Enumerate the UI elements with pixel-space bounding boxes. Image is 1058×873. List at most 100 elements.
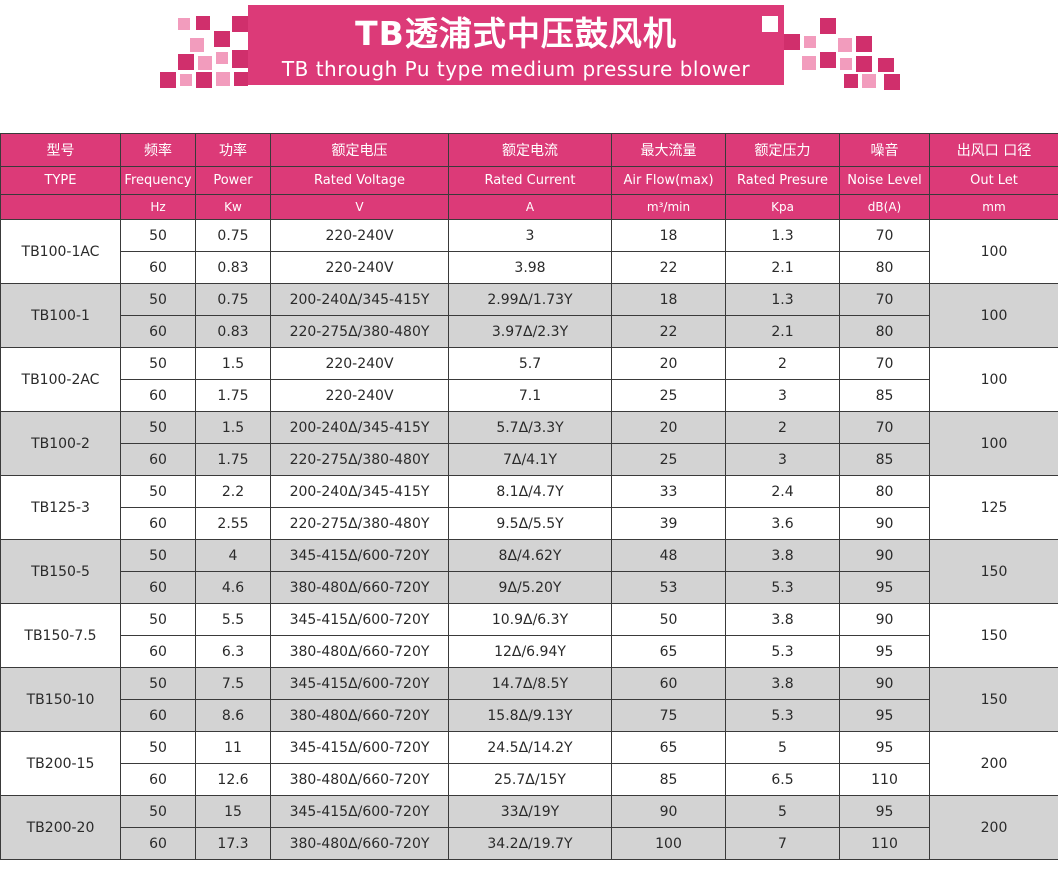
noise-cell: 70 <box>839 411 930 444</box>
frequency-cell: 50 <box>120 603 196 636</box>
decor-square <box>234 72 248 86</box>
pressure-cell: 3.6 <box>725 507 840 540</box>
power-cell: 4.6 <box>195 571 271 604</box>
frequency-cell: 50 <box>120 667 196 700</box>
outlet-cell: 100 <box>929 411 1058 476</box>
power-cell: 4 <box>195 539 271 572</box>
header-cell-unit: V <box>270 194 449 220</box>
pressure-cell: 3.8 <box>725 603 840 636</box>
noise-cell: 110 <box>839 827 930 860</box>
model-cell: TB150-10 <box>0 667 121 732</box>
airflow-cell: 75 <box>611 699 726 732</box>
voltage-cell: 200-240Δ/345-415Y <box>270 475 449 508</box>
table-row: TB200-20 50 15 345-415Δ/600-720Y 33Δ/19Y 90 5 9… <box>0 795 1058 860</box>
outlet-cell: 150 <box>929 667 1058 732</box>
current-cell: 10.9Δ/6.3Y <box>448 603 612 636</box>
power-cell: 1.5 <box>195 347 271 380</box>
airflow-cell: 25 <box>611 443 726 476</box>
decor-square <box>196 72 212 88</box>
pressure-cell: 2.1 <box>725 251 840 284</box>
pressure-cell: 2.4 <box>725 475 840 508</box>
model-cell: TB150-5 <box>0 539 121 604</box>
current-cell: 33Δ/19Y <box>448 795 612 828</box>
power-cell: 2.55 <box>195 507 271 540</box>
header-cell-chinese: 最大流量 <box>611 133 726 167</box>
voltage-cell: 380-480Δ/660-720Y <box>270 827 449 860</box>
pressure-cell: 5.3 <box>725 571 840 604</box>
noise-cell: 70 <box>839 283 930 316</box>
decor-square <box>762 16 778 32</box>
power-cell: 8.6 <box>195 699 271 732</box>
voltage-cell: 220-275Δ/380-480Y <box>270 507 449 540</box>
table-row: TB100-2AC 50 1.5 220-240V 5.7 20 2 70 100 <box>0 347 1058 412</box>
table-row: 60 1.75 220-275Δ/380-480Y 7Δ/4.1Y 25 3 85 <box>1 443 1058 476</box>
decor-square <box>840 58 852 70</box>
voltage-cell: 220-240V <box>270 347 449 380</box>
voltage-cell: 220-275Δ/380-480Y <box>270 443 449 476</box>
voltage-cell: 345-415Δ/600-720Y <box>270 731 449 764</box>
frequency-cell: 60 <box>120 507 196 540</box>
header-cell-unit: Kpa <box>725 194 840 220</box>
decor-square <box>216 52 228 64</box>
current-cell: 14.7Δ/8.5Y <box>448 667 612 700</box>
outlet-cell: 200 <box>929 795 1058 860</box>
banner-title: TB透浦式中压鼓风机 <box>355 14 677 53</box>
current-cell: 5.7 <box>448 347 612 380</box>
power-cell: 0.83 <box>195 251 271 284</box>
header-cell-english: Rated Voltage <box>270 166 449 195</box>
header-cell-unit: Kw <box>195 194 271 220</box>
model-cell: TB200-20 <box>0 795 121 860</box>
noise-cell: 95 <box>839 571 930 604</box>
title-banner: TB透浦式中压鼓风机 TB through Pu type medium pre… <box>248 5 784 85</box>
power-cell: 17.3 <box>195 827 271 860</box>
frequency-cell: 50 <box>120 411 196 444</box>
power-cell: 12.6 <box>195 763 271 796</box>
airflow-cell: 25 <box>611 379 726 412</box>
table-row: 60 1.75 220-240V 7.1 25 3 85 <box>1 379 1058 412</box>
table-row: 60 4.6 380-480Δ/660-720Y 9Δ/5.20Y 53 5.3 95 <box>1 571 1058 604</box>
header-cell-unit: dB(A) <box>839 194 930 220</box>
decor-square <box>820 52 836 68</box>
current-cell: 3.97Δ/2.3Y <box>448 315 612 348</box>
airflow-cell: 33 <box>611 475 726 508</box>
header-cell-english: Rated Current <box>448 166 612 195</box>
airflow-cell: 60 <box>611 667 726 700</box>
decor-square <box>820 18 836 34</box>
decor-square <box>180 74 192 86</box>
table-body: TB100-1AC 50 0.75 220-240V 3 18 1.3 70 100 60 0.83… <box>0 219 1058 860</box>
header-cell-english: Power <box>195 166 271 195</box>
header-cell-unit: m³/min <box>611 194 726 220</box>
current-cell: 7.1 <box>448 379 612 412</box>
table-row: TB150-10 50 7.5 345-415Δ/600-720Y 14.7Δ/8.5Y… <box>0 667 1058 732</box>
decor-square <box>878 58 894 72</box>
power-cell: 1.75 <box>195 443 271 476</box>
model-cell: TB200-15 <box>0 731 121 796</box>
decor-square <box>160 72 176 88</box>
pressure-cell: 2 <box>725 411 840 444</box>
current-cell: 2.99Δ/1.73Y <box>448 283 612 316</box>
airflow-cell: 22 <box>611 251 726 284</box>
frequency-cell: 50 <box>120 283 196 316</box>
power-cell: 2.2 <box>195 475 271 508</box>
current-cell: 3.98 <box>448 251 612 284</box>
pressure-cell: 2.1 <box>725 315 840 348</box>
decor-square <box>232 50 248 68</box>
voltage-cell: 345-415Δ/600-720Y <box>270 795 449 828</box>
header-cell-chinese: 出风口 口径 <box>929 133 1058 167</box>
outlet-cell: 100 <box>929 283 1058 348</box>
noise-cell: 80 <box>839 475 930 508</box>
noise-cell: 95 <box>839 699 930 732</box>
voltage-cell: 220-240V <box>270 379 449 412</box>
frequency-cell: 60 <box>120 763 196 796</box>
header-cell-chinese: 额定电流 <box>448 133 612 167</box>
noise-cell: 90 <box>839 539 930 572</box>
noise-cell: 85 <box>839 379 930 412</box>
table-row: TB100-1AC 50 0.75 220-240V 3 18 1.3 70 100 <box>0 219 1058 284</box>
table-row: 60 0.83 220-240V 3.98 22 2.1 80 <box>1 251 1058 284</box>
power-cell: 0.75 <box>195 219 271 252</box>
decor-square <box>844 74 858 88</box>
noise-cell: 70 <box>839 347 930 380</box>
current-cell: 5.7Δ/3.3Y <box>448 411 612 444</box>
frequency-cell: 60 <box>120 315 196 348</box>
pressure-cell: 5.3 <box>725 699 840 732</box>
